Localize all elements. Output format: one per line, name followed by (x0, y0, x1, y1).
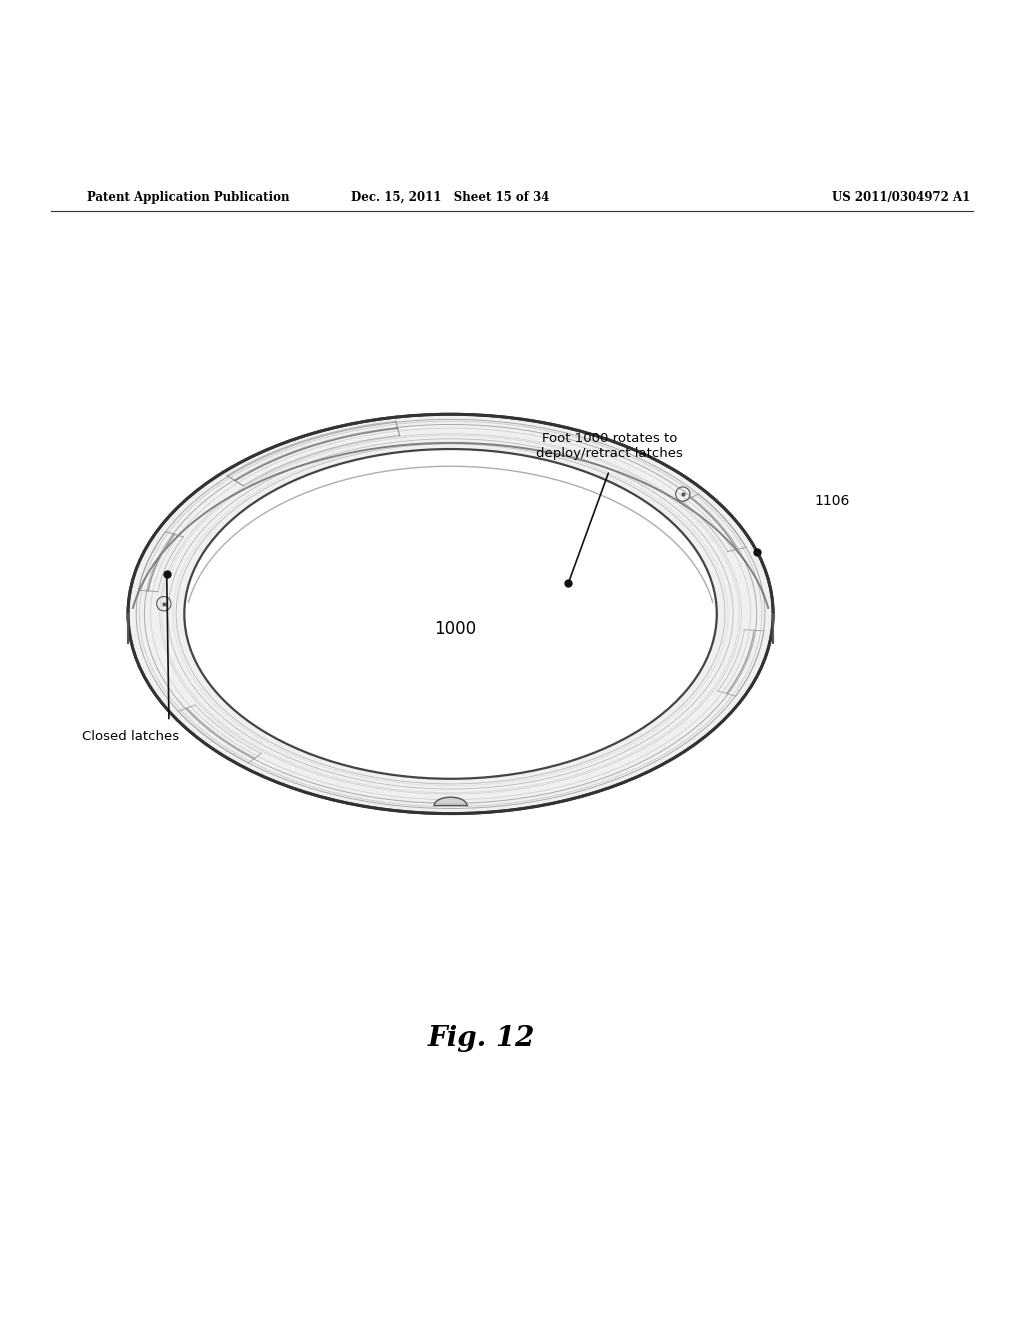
Text: Closed latches: Closed latches (82, 730, 179, 743)
Text: 1000: 1000 (434, 620, 477, 639)
Text: US 2011/0304972 A1: US 2011/0304972 A1 (831, 190, 971, 203)
Ellipse shape (128, 414, 773, 813)
Text: 1106: 1106 (814, 494, 850, 508)
Text: Foot 1000 rotates to
deploy/retract latches: Foot 1000 rotates to deploy/retract latc… (536, 433, 683, 461)
Polygon shape (434, 797, 467, 805)
Text: Dec. 15, 2011   Sheet 15 of 34: Dec. 15, 2011 Sheet 15 of 34 (351, 190, 550, 203)
Ellipse shape (184, 449, 717, 779)
Text: Patent Application Publication: Patent Application Publication (87, 190, 290, 203)
Text: Fig. 12: Fig. 12 (428, 1026, 535, 1052)
